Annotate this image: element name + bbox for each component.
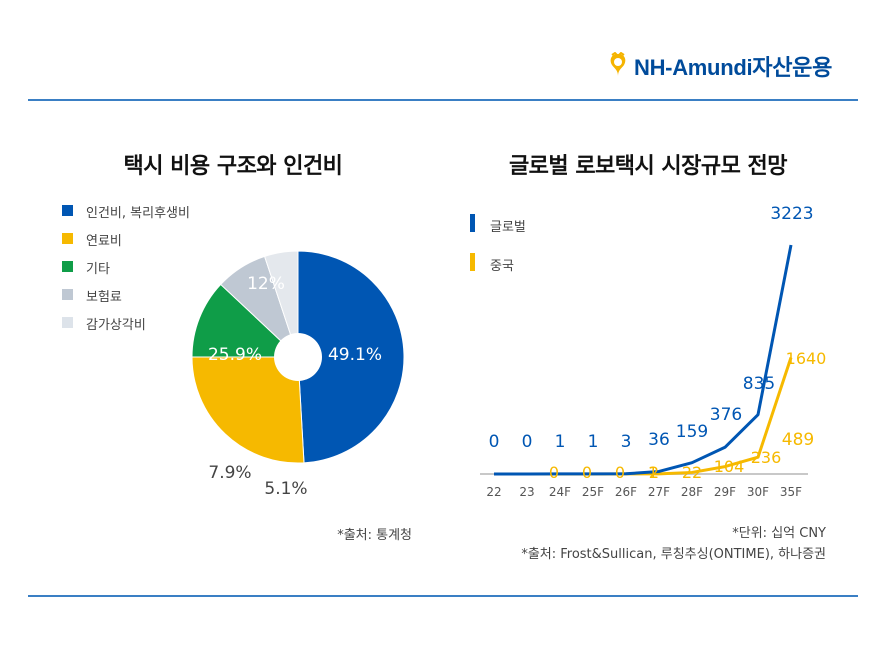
- data-label-china: 0: [549, 463, 559, 482]
- data-label-global: 0: [489, 432, 500, 452]
- legend-label: 연료비: [86, 234, 122, 249]
- data-label-global: 159: [676, 422, 708, 442]
- x-tick-label: 24F: [549, 485, 571, 499]
- data-label-china: 22: [682, 463, 702, 482]
- data-label-global: 0: [522, 432, 533, 452]
- data-label-global: 835: [743, 374, 775, 394]
- data-label-china: 104: [714, 457, 745, 476]
- series-line: [494, 357, 793, 476]
- pie-data-label: 49.1%: [328, 345, 382, 365]
- data-label-global: 1: [588, 432, 599, 452]
- top-divider: [28, 99, 858, 101]
- x-tick-label: 28F: [681, 485, 703, 499]
- pie-slice: [191, 283, 300, 358]
- legend-label: 기타: [86, 262, 110, 277]
- data-label-global: 3223: [770, 204, 813, 224]
- x-tick-label: 26F: [615, 485, 637, 499]
- pie-slice: [263, 250, 299, 358]
- pie-data-label: 25.9%: [208, 345, 262, 365]
- pie-slice: [220, 255, 299, 358]
- pie-data-label: 12%: [247, 274, 285, 294]
- pie-source-note: *출처: 통계청: [337, 528, 412, 543]
- x-tick-label: 27F: [648, 485, 670, 499]
- legend-swatch: [470, 253, 475, 271]
- series-line: [494, 244, 793, 476]
- data-label-china: 489: [782, 430, 814, 450]
- company-logo: NH-Amundi자산운용: [606, 48, 862, 80]
- x-tick-label: 35F: [780, 485, 802, 499]
- legend-swatch: [62, 261, 73, 272]
- data-label-global: 36: [648, 430, 670, 450]
- data-label-china: 2: [649, 463, 659, 482]
- data-label-china: 1: [648, 463, 658, 482]
- pie-chart-title: 택시 비용 구조와 인건비: [123, 154, 343, 179]
- x-tick-label: 22: [486, 485, 501, 499]
- data-label-global: 376: [710, 405, 742, 425]
- data-label-global: 3: [621, 432, 632, 452]
- x-tick-label: 23: [519, 485, 534, 499]
- pie-data-label: 7.9%: [208, 463, 251, 483]
- logo-text: NH-Amundi자산운용: [634, 55, 833, 80]
- legend-label: 감가상각비: [86, 318, 146, 333]
- line-source-note: *출처: Frost&Sullican, 루칭추싱(ONTIME), 하나증권: [521, 547, 826, 562]
- pie-data-label: 5.1%: [264, 479, 307, 499]
- legend-label: 보험료: [86, 290, 122, 305]
- legend-swatch: [62, 317, 73, 328]
- x-tick-label: 25F: [582, 485, 604, 499]
- donut-hole: [274, 333, 322, 381]
- legend-swatch: [470, 214, 475, 232]
- x-tick-label: 29F: [714, 485, 736, 499]
- line-unit-note: *단위: 십억 CNY: [732, 526, 826, 541]
- legend-label: 인건비, 복리후생비: [86, 206, 190, 221]
- bottom-divider: [28, 595, 858, 597]
- legend-swatch: [62, 233, 73, 244]
- line-chart-title: 글로벌 로보택시 시장규모 전망: [508, 154, 788, 179]
- data-label-global: 1: [555, 432, 566, 452]
- pie-slice: [191, 356, 305, 464]
- legend-swatch: [62, 289, 73, 300]
- nh-ribbon-icon: [610, 52, 626, 76]
- legend-label: 중국: [490, 259, 514, 274]
- data-label-china: 0: [582, 463, 592, 482]
- pie-slice: [297, 250, 405, 464]
- data-label-china: 236: [751, 448, 782, 467]
- legend-swatch: [62, 205, 73, 216]
- legend-label: 글로벌: [490, 220, 526, 235]
- data-label-china: 1640: [786, 349, 827, 368]
- data-label-china: 0: [615, 463, 625, 482]
- x-tick-label: 30F: [747, 485, 769, 499]
